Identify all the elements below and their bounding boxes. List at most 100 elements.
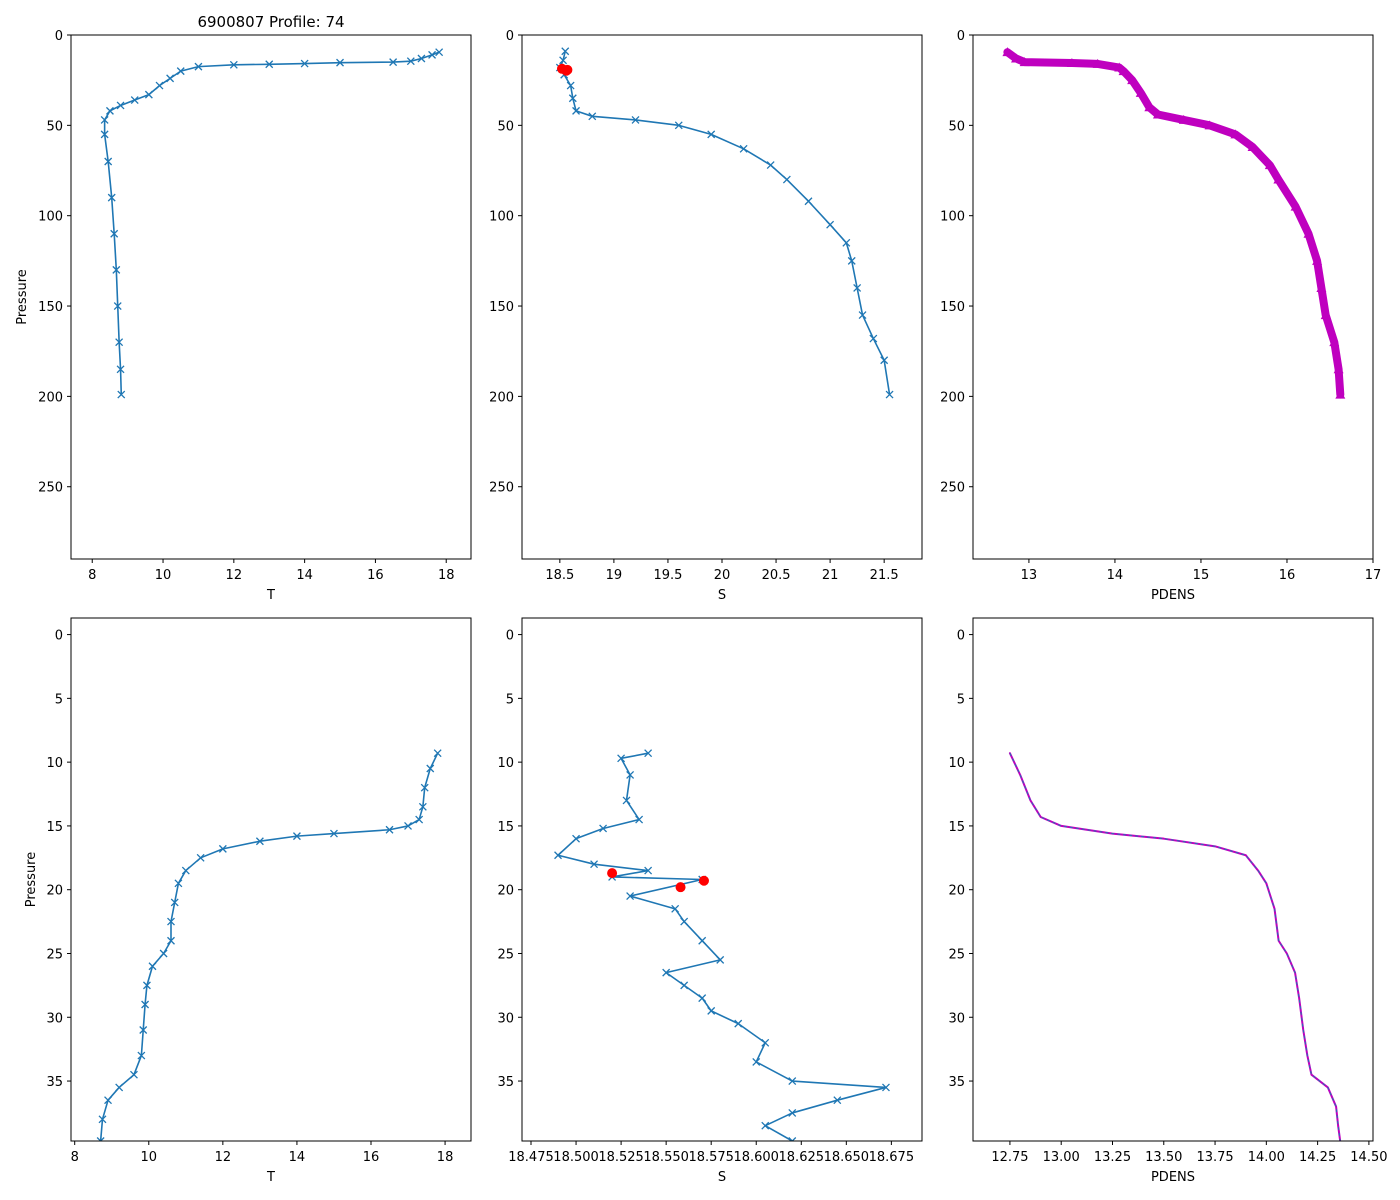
top-temperature-ytick-label-1: 50 [46,119,63,134]
bottom-salinity-ytick-label-4: 20 [497,884,514,899]
top-salinity-xtick-label-2: 19.5 [653,568,682,583]
bottom-salinity-ytick-label-2: 10 [497,756,514,771]
top-salinity-marker-1 [559,56,568,65]
bottom-density-ytick-label-7: 35 [948,1075,965,1090]
bottom-temperature-plot-area [96,749,442,1141]
top-density-marker-10 [1152,109,1163,119]
bottom-salinity-flag-point-1 [675,882,686,893]
bottom-salinity-marker-2 [626,770,635,779]
bottom-salinity-plot-area [554,749,890,1141]
top-salinity-xtick-label-0: 18.5 [545,568,574,583]
top-density-marker-20 [1316,282,1327,292]
bottom-temperature-marker-27 [96,1137,105,1141]
top-density-xtick-label-4: 17 [1365,568,1382,583]
top-density-xtick-label-2: 15 [1193,568,1210,583]
top-salinity-ytick-label-5: 250 [489,481,514,496]
top-density-marker-5 [1114,62,1125,72]
top-salinity-marker-20 [869,334,878,343]
bottom-temperature-marker-12 [181,866,190,875]
bottom-temperature-ytick-label-1: 5 [55,692,63,707]
top-density-marker-11 [1178,114,1189,124]
top-salinity-ytick-label-3: 150 [489,300,514,315]
top-density-marker-6 [1118,66,1129,76]
top-salinity-xtick-label-1: 19 [606,568,623,583]
top-salinity-marker-4 [566,81,575,90]
top-density-marker-22 [1329,337,1340,347]
bottom-density-xtick-label-4: 13.75 [1196,1150,1233,1165]
bottom-temperature-marker-17 [159,949,168,958]
bottom-density-xtick-label-5: 14.00 [1248,1150,1285,1165]
top-temperature-xtick-label-5: 18 [438,568,455,583]
top-salinity-marker-22 [885,390,894,399]
bottom-salinity-ytick-label-0: 0 [506,629,514,644]
top-density-marker-8 [1135,87,1146,97]
bottom-salinity-marker-6 [572,834,581,843]
top-temperature-ytick-label-5: 250 [38,481,63,496]
bottom-density-xtick-label-1: 13.00 [1043,1150,1080,1165]
top-salinity-marker-7 [588,112,597,121]
top-density-marker-9 [1144,102,1155,112]
bottom-density-series-dash [1009,752,1341,1141]
bottom-salinity-marker-4 [635,815,644,824]
top-temperature-xtick-label-2: 12 [226,568,243,583]
top-salinity-marker-10 [707,130,716,139]
bottom-temperature-xtick-label-4: 16 [363,1150,380,1165]
top-density-xlabel: PDENS [1151,588,1195,603]
top-temperature-marker-15 [116,101,125,110]
figure-title: 6900807 Profile: 74 [197,13,344,31]
top-density-ytick-label-4: 200 [940,390,965,405]
bottom-salinity-xtick-label-3: 18.550 [643,1150,689,1165]
top-temperature-frame [70,34,472,560]
top-salinity-ytick-label-0: 0 [506,29,514,44]
bottom-temperature-marker-6 [385,825,394,834]
top-temperature-xtick-label-0: 8 [88,568,96,583]
bottom-salinity-marker-24 [788,1077,797,1086]
bottom-salinity-ytick-label-7: 35 [497,1075,514,1090]
bottom-salinity-marker-22 [761,1038,770,1047]
top-density-ytick-label-5: 250 [940,481,965,496]
bottom-salinity-marker-14 [680,917,689,926]
top-temperature-marker-3 [406,57,415,66]
top-salinity-xtick-label-5: 21 [822,568,839,583]
top-salinity-marker-13 [782,175,791,184]
bottom-temperature-marker-10 [218,844,227,853]
bottom-salinity-marker-27 [788,1108,797,1117]
bottom-salinity-xtick-label-8: 18.675 [869,1150,915,1165]
top-temperature-marker-14 [130,96,139,105]
bottom-density-axes: 12.75 13.00 13.25 13.50 13.75 14.00 14.25 14.50… [948,617,1388,1185]
bottom-temperature-marker-22 [137,1051,146,1060]
top-temperature-marker-11 [166,74,175,83]
top-salinity-marker-9 [674,121,683,130]
top-salinity-marker-8 [631,115,640,124]
bottom-salinity-marker-8 [590,860,599,869]
top-temperature-marker-5 [336,58,344,67]
bottom-temperature-ytick-label-5: 25 [46,947,63,962]
top-density-marker-17 [1290,201,1301,211]
bottom-salinity-frame [521,617,923,1142]
top-density-marker-0 [1002,47,1013,57]
top-density-axes: 13 14 15 16 17 0 50 100 150 200 250 PDENS [940,29,1381,603]
bottom-density-ytick-label-5: 25 [948,947,965,962]
top-salinity-marker-6 [572,106,581,115]
bottom-salinity-xtick-label-0: 18.475 [508,1150,554,1165]
bottom-salinity-ytick-label-5: 25 [497,947,514,962]
bottom-temperature-xtick-label-5: 18 [437,1150,454,1165]
top-density-ytick-label-0: 0 [957,29,965,44]
top-density-marker-7 [1127,75,1138,85]
top-density-marker-15 [1264,160,1275,170]
bottom-temperature-xlabel: T [266,1170,275,1185]
top-temperature-ylabel: Pressure [15,269,30,325]
bottom-temperature-marker-13 [174,879,183,888]
bottom-salinity-xtick-label-7: 18.650 [824,1150,870,1165]
bottom-salinity-marker-28 [761,1121,770,1130]
top-salinity-marker-18 [853,284,862,292]
top-density-marker-19 [1312,255,1323,265]
top-density-marker-24 [1335,389,1346,399]
bottom-temperature-frame [70,617,472,1142]
bottom-temperature-ytick-label-0: 0 [55,629,63,644]
bottom-salinity-marker-26 [833,1096,842,1105]
top-temperature-marker-0 [435,48,444,57]
bottom-density-xtick-label-7: 14.50 [1350,1150,1387,1165]
top-salinity-xlabel: S [718,588,726,603]
bottom-temperature-marker-14 [170,898,179,907]
